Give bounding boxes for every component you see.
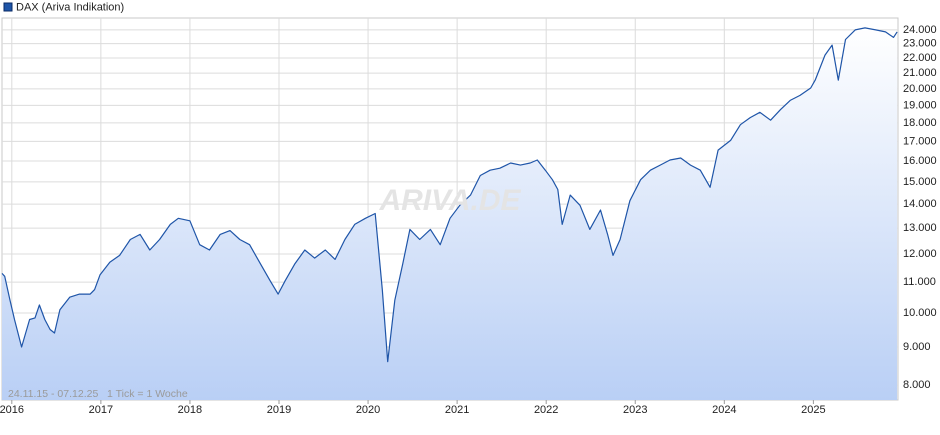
x-tick-label: 2021 [445, 404, 469, 416]
legend-swatch [3, 2, 13, 12]
y-tick-label: 10.000 [903, 307, 937, 319]
y-tick-label: 19.000 [903, 99, 937, 111]
x-tick-label: 2018 [178, 404, 202, 416]
y-tick-label: 17.000 [903, 135, 937, 147]
y-tick-label: 20.000 [903, 83, 937, 95]
x-tick-label: 2019 [267, 404, 291, 416]
y-tick-label: 23.000 [903, 38, 937, 50]
footnote: 24.11.15 - 07.12.25 1 Tick = 1 Woche [8, 388, 188, 400]
y-tick-label: 15.000 [903, 176, 937, 188]
y-tick-label: 21.000 [903, 67, 937, 79]
x-tick-label: 2022 [534, 404, 558, 416]
y-tick-label: 13.000 [903, 222, 937, 234]
x-tick-label: 2017 [89, 404, 113, 416]
y-tick-label: 18.000 [903, 117, 937, 129]
x-tick-label: 2023 [623, 404, 647, 416]
y-tick-label: 22.000 [903, 52, 937, 64]
x-tick-label: 2025 [801, 404, 825, 416]
x-tick-label: 2024 [712, 404, 736, 416]
y-tick-label: 8.000 [903, 379, 931, 391]
line [1, 27, 898, 363]
area [2, 27, 898, 401]
y-tick-label: 11.000 [903, 276, 936, 288]
legend-label: DAX (Ariva Indikation) [16, 1, 124, 13]
y-tick-label: 24.000 [903, 24, 937, 36]
watermark: ARIVA.DE [378, 184, 521, 217]
x-tick-label: 2020 [356, 404, 380, 416]
y-tick-label: 12.000 [903, 248, 937, 260]
y-tick-label: 9.000 [903, 341, 931, 353]
y-tick-label: 16.000 [903, 155, 937, 167]
y-tick-label: 14.000 [903, 198, 937, 210]
data [1, 27, 898, 401]
x-tick-label: 2016 [0, 404, 24, 416]
